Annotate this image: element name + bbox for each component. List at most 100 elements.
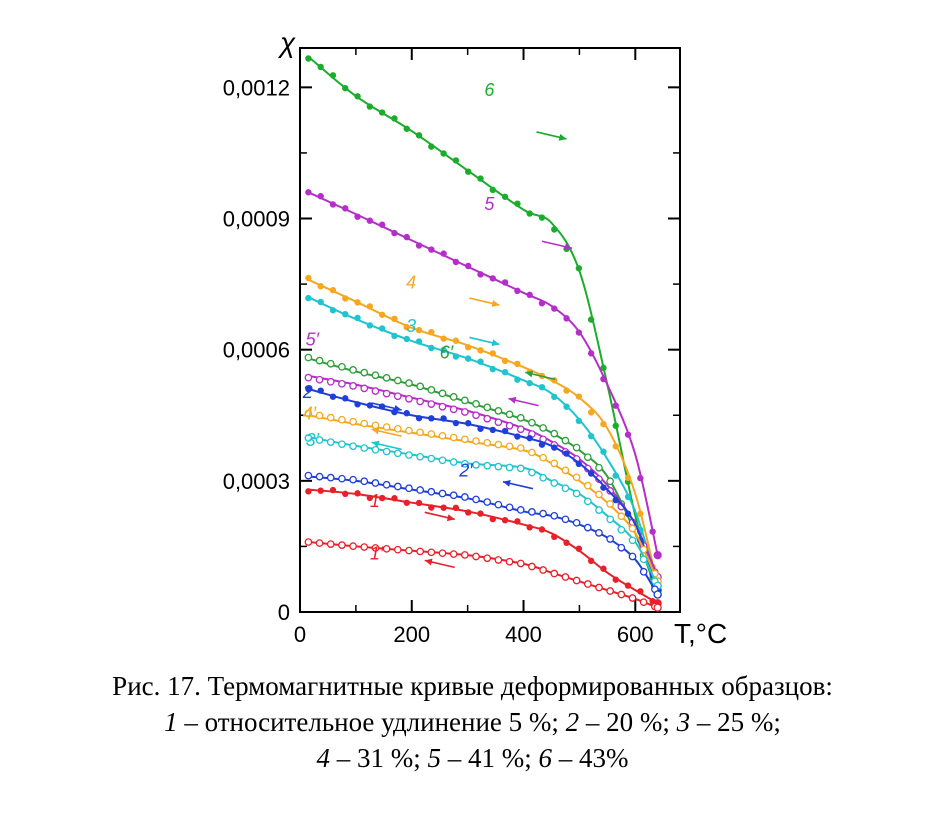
data-point [428,344,435,352]
data-point [572,518,581,527]
data-point [563,387,570,394]
series-line [308,436,659,587]
data-point [539,453,547,462]
data-point [366,322,374,329]
data-point [391,332,398,340]
data-point [378,325,386,332]
data-point [572,576,581,585]
data-point [505,463,514,472]
data-point [440,250,447,257]
series-label: 5′ [306,329,320,349]
data-point [600,484,607,491]
data-point [449,433,458,442]
data-point [494,418,503,427]
data-point [472,411,480,420]
arrow-head [393,404,402,412]
data-point [516,414,525,422]
data-point [338,362,346,371]
data-point [315,539,324,547]
data-point [360,368,369,377]
data-point [416,382,424,391]
data-point [528,448,536,457]
data-point [483,414,492,423]
data-point [587,557,595,565]
data-point [501,193,509,200]
data-point [360,543,369,551]
data-point [494,440,503,449]
data-point [415,338,423,345]
data-point [489,275,496,282]
data-point [563,539,570,546]
data-point [539,424,547,432]
data-point [378,311,386,318]
series-3: 3 [305,294,662,590]
data-point [538,214,546,221]
data-point [472,461,480,469]
data-point [526,291,533,299]
data-point [538,441,546,448]
data-point [427,386,436,394]
data-point [587,409,595,416]
data-point [538,300,546,307]
data-point [595,490,603,499]
data-point [449,405,458,414]
data-point [587,350,595,357]
series-line [307,278,659,587]
data-point [514,433,521,440]
data-point [551,533,558,540]
data-point [349,475,357,484]
data-point [315,375,324,384]
data-point [550,569,559,578]
data-point [342,490,349,498]
data-point [612,402,619,409]
data-point [572,443,581,452]
series-6′: 6′ [304,342,662,599]
data-point [326,438,335,446]
data-point [354,314,361,322]
data-point [305,488,312,495]
data-point [575,460,583,468]
series-label: 6′ [440,342,454,362]
x-tick-label: 400 [505,622,542,647]
data-point [329,72,337,79]
data-point [338,379,346,388]
data-point [416,397,424,406]
data-point [561,573,570,581]
data-point [329,286,337,294]
data-point [461,459,469,468]
data-point [349,382,357,390]
data-point [575,329,583,336]
arrow-head [491,339,500,347]
data-point [338,415,346,424]
data-point [338,440,346,449]
data-point [539,566,547,574]
series-5′: 5′ [304,329,662,582]
data-point [501,517,509,524]
data-point [539,509,547,518]
series-4′: 4′ [303,404,662,586]
data-point [403,499,410,506]
data-point [612,443,619,450]
data-point [572,473,581,482]
data-point [465,344,472,351]
data-point [354,213,361,220]
data-point [449,458,458,466]
data-point [600,364,607,372]
data-point [440,504,447,511]
data-point [403,335,410,343]
data-point [461,396,469,405]
series-line [308,388,659,591]
data-point [360,444,369,452]
data-point [338,474,346,483]
data-point [354,401,361,408]
y-tick-label: 0 [278,600,290,625]
data-point [561,466,570,475]
data-point [477,175,484,182]
data-point [416,547,424,556]
series-line [308,541,659,609]
data-point [483,403,492,412]
data-point [440,335,447,342]
data-point [393,545,402,554]
data-point [305,274,312,282]
data-point [514,287,521,295]
